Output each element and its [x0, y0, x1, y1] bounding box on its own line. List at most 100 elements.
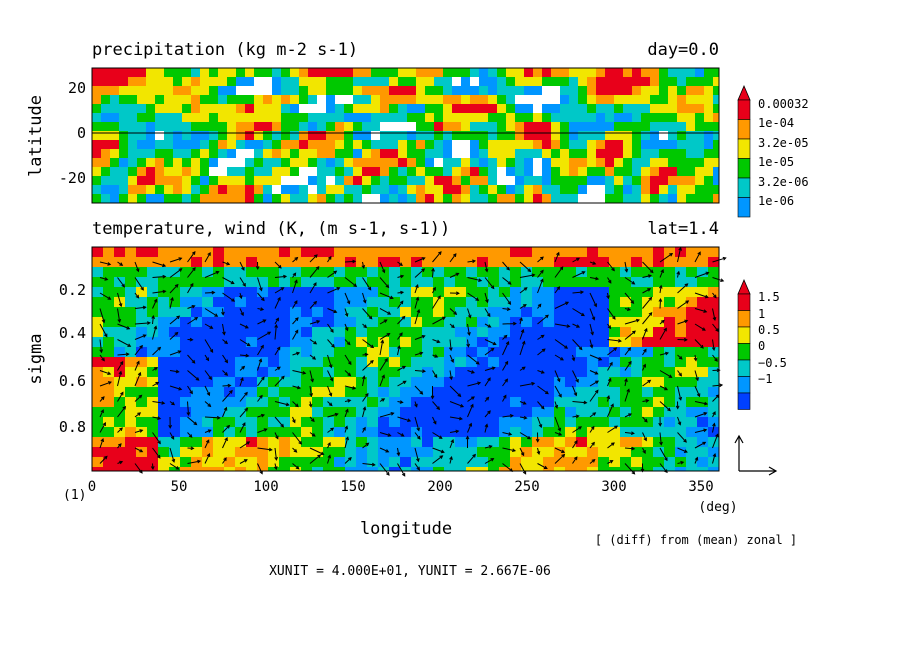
- temp-cell: [543, 447, 554, 457]
- wind-arrow: [117, 361, 124, 371]
- temp-cell: [125, 357, 136, 367]
- temp-cell: [180, 457, 191, 467]
- wind-arrowhead: [576, 257, 581, 262]
- wind-arrowhead: [107, 381, 112, 385]
- wind-arrowhead: [125, 352, 130, 357]
- precip-cell: [650, 194, 659, 203]
- precip-cell: [317, 95, 326, 104]
- temp-cell: [290, 407, 301, 417]
- wind-arrow: [327, 270, 337, 278]
- wind-arrowhead: [531, 381, 536, 386]
- temp-cell: [224, 307, 235, 317]
- precip-cell: [587, 113, 596, 122]
- wind-arrowhead: [676, 270, 681, 275]
- precip-cell: [263, 122, 272, 131]
- precip-cell: [236, 185, 245, 194]
- precip-cell: [515, 113, 524, 122]
- precip-cell: [263, 113, 272, 122]
- temp-cell: [521, 407, 532, 417]
- temp-cell: [565, 377, 576, 387]
- wind-arrow: [169, 370, 179, 373]
- precip-cell: [164, 131, 173, 140]
- precip-cell: [281, 140, 290, 149]
- precip-cell: [668, 194, 677, 203]
- wind-arrowhead: [642, 363, 646, 368]
- wind-arrowhead: [642, 450, 646, 454]
- wind-arrow: [204, 453, 210, 464]
- temp-cell: [488, 397, 499, 407]
- precip-cell: [488, 95, 497, 104]
- temp-cell: [191, 397, 202, 407]
- temp-cell: [312, 307, 323, 317]
- temp-cell: [620, 287, 631, 297]
- wind-arrowhead: [294, 403, 299, 408]
- precip-cell: [254, 68, 263, 77]
- precip-cell: [344, 104, 353, 113]
- wind-arrowhead: [389, 295, 394, 300]
- precip-cell: [452, 149, 461, 158]
- precip-cell: [605, 86, 614, 95]
- wind-arrow: [222, 292, 235, 302]
- wind-arrow: [169, 432, 175, 440]
- precip-cell: [263, 77, 272, 86]
- precip-cell: [326, 140, 335, 149]
- precip-cell: [101, 86, 110, 95]
- wind-arrowhead: [244, 407, 249, 412]
- wind-arrowhead: [177, 350, 182, 354]
- precip-cell: [371, 86, 380, 95]
- wind-arrowhead: [195, 377, 200, 381]
- temp-cell: [609, 257, 620, 267]
- wind-arrowhead: [645, 399, 650, 403]
- wind-arrow: [274, 287, 284, 294]
- temp-cell: [345, 317, 356, 327]
- precip-cell: [281, 185, 290, 194]
- temp-cell: [708, 347, 719, 357]
- temp-cell: [367, 427, 378, 437]
- temp-cell: [312, 467, 323, 471]
- temp-cell: [433, 407, 444, 417]
- precip-cell: [182, 122, 191, 131]
- temp-cell: [356, 437, 367, 447]
- wind-arrow: [414, 268, 425, 278]
- temp-cell: [158, 357, 169, 367]
- temp-cell: [411, 267, 422, 277]
- reference-vector-icon: [734, 434, 778, 476]
- temp-cell: [279, 257, 290, 267]
- temp-cell: [213, 297, 224, 307]
- temp-cell: [433, 377, 444, 387]
- precip-cell: [245, 68, 254, 77]
- precip-cell: [191, 185, 200, 194]
- wind-arrowhead: [439, 455, 444, 459]
- precip-cell: [614, 131, 623, 140]
- wind-arrowhead: [146, 321, 151, 325]
- temp-cell: [653, 277, 664, 287]
- temp-cell: [587, 267, 598, 277]
- precip-cell: [227, 131, 236, 140]
- precip-cell: [506, 131, 515, 140]
- precip-cell: [506, 185, 515, 194]
- precip-cell: [209, 113, 218, 122]
- temp-cell: [158, 337, 169, 347]
- temp-cell: [103, 317, 114, 327]
- precip-cell: [209, 95, 218, 104]
- temp-cell: [488, 367, 499, 377]
- temp-cell: [466, 397, 477, 407]
- wind-arrow: [222, 390, 233, 402]
- precip-cell: [605, 104, 614, 113]
- precip-cell: [632, 140, 641, 149]
- temp-cell: [510, 377, 521, 387]
- wind-arrow: [222, 425, 230, 433]
- temp-cell: [114, 467, 125, 471]
- precip-cell: [569, 149, 578, 158]
- temp-cell: [576, 457, 587, 467]
- precip-cell: [263, 149, 272, 158]
- precip-cell: [182, 68, 191, 77]
- temp-cell: [356, 397, 367, 407]
- temp-cbar-label: 1: [758, 307, 765, 321]
- wind-arrowhead: [450, 438, 455, 443]
- precip-cell: [308, 158, 317, 167]
- temp-cell: [598, 307, 609, 317]
- precip-cell: [281, 68, 290, 77]
- precip-cell: [263, 140, 272, 149]
- precip-cell: [191, 122, 200, 131]
